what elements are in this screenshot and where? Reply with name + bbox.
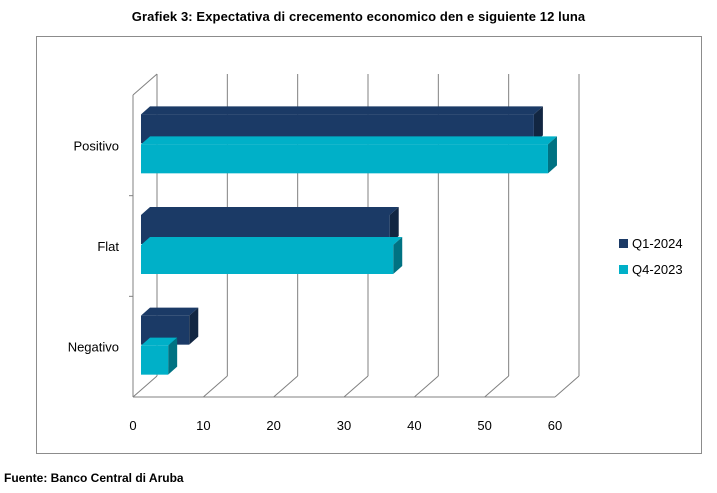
bar-side-face bbox=[533, 106, 543, 144]
bar-front-face bbox=[141, 144, 548, 174]
category-label-negativo: Negativo bbox=[68, 340, 119, 355]
floor-line-20 bbox=[273, 375, 298, 398]
legend-item-q4-2023: Q4-2023 bbox=[619, 256, 683, 282]
bar-positivo-q4-2023 bbox=[141, 136, 557, 174]
source-note: Fuente: Banco Central di Aruba bbox=[4, 471, 184, 485]
x-tick-label-40: 40 bbox=[407, 418, 421, 433]
floor-line-10 bbox=[203, 375, 228, 398]
bar-side-face bbox=[393, 237, 403, 274]
x-tick-label-60: 60 bbox=[548, 418, 562, 433]
bar-front-face bbox=[141, 245, 394, 274]
axis-layer: Positivo Flat Negativo 0 10 20 30 40 50 60 bbox=[68, 138, 563, 433]
category-label-flat: Flat bbox=[97, 239, 119, 254]
bar-top-face bbox=[141, 207, 399, 215]
chart-title: Grafiek 3: Expectativa di crecemento eco… bbox=[131, 9, 586, 24]
bar-front-face bbox=[141, 345, 169, 375]
bar-top-face bbox=[141, 136, 557, 145]
floor-line-40 bbox=[414, 375, 439, 398]
legend-swatch-q4-2023 bbox=[619, 264, 628, 274]
bar-layer bbox=[141, 106, 557, 375]
bar-top-face bbox=[141, 237, 403, 245]
x-tick-label-10: 10 bbox=[196, 418, 210, 433]
bar-top-face bbox=[141, 307, 199, 316]
bar-top-face bbox=[141, 337, 178, 346]
bar-negativo-q4-2023 bbox=[141, 337, 178, 375]
floor-line-30 bbox=[343, 375, 369, 398]
bar-side-face bbox=[168, 337, 178, 375]
legend-swatch-q1-2024 bbox=[619, 238, 628, 248]
legend-label-q1-2024: Q1-2024 bbox=[632, 235, 683, 251]
bar-top-face bbox=[141, 106, 543, 115]
bar-side-face bbox=[189, 307, 199, 345]
bar-side-face bbox=[547, 136, 557, 174]
x-tick-label-50: 50 bbox=[477, 418, 491, 433]
category-label-positivo: Positivo bbox=[73, 138, 119, 153]
x-tick-label-30: 30 bbox=[337, 418, 351, 433]
floor-line-50 bbox=[484, 375, 509, 398]
x-tick-label-0: 0 bbox=[129, 418, 136, 433]
legend-label-q4-2023: Q4-2023 bbox=[632, 261, 683, 277]
left-wall-top bbox=[132, 73, 158, 96]
floor-line-60 bbox=[554, 375, 580, 398]
floor-line-0 bbox=[132, 375, 158, 398]
legend: Q1-2024 Q4-2023 bbox=[619, 230, 683, 282]
bar-flat-q4-2023 bbox=[141, 237, 403, 274]
bar-side-face bbox=[389, 207, 399, 244]
x-tick-label-20: 20 bbox=[266, 418, 280, 433]
legend-item-q1-2024: Q1-2024 bbox=[619, 230, 683, 256]
